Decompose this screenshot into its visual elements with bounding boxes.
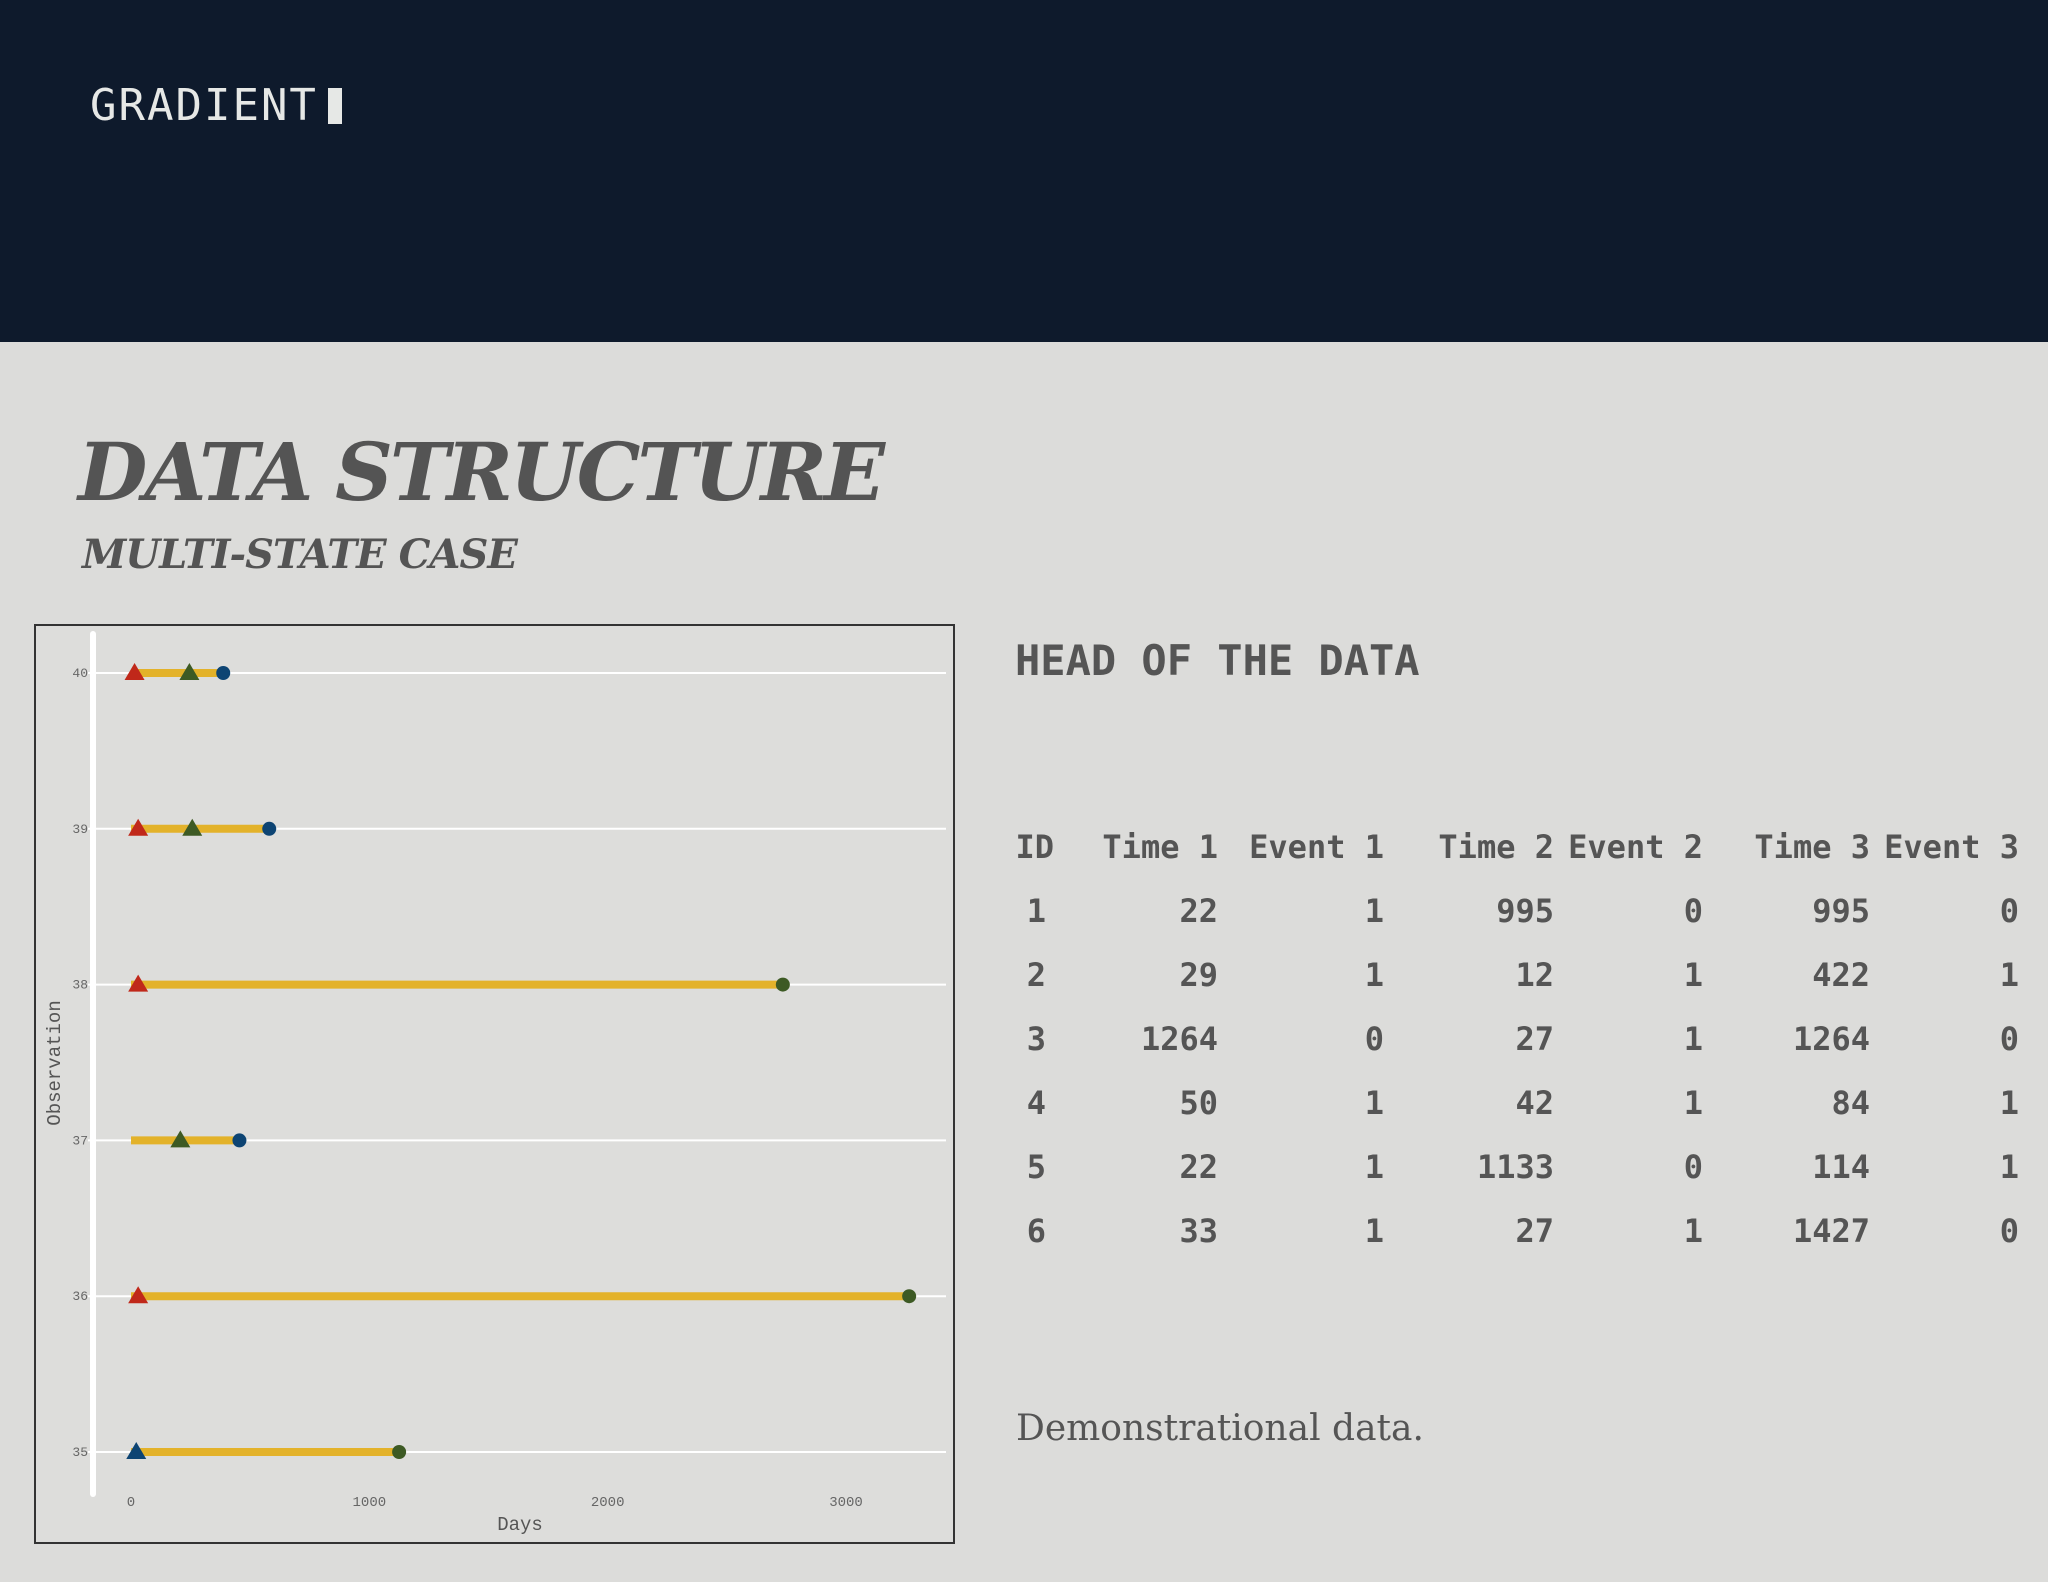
column-header: Time 2 <box>1438 828 1554 866</box>
triangle-marker <box>126 1442 147 1459</box>
triangle-marker <box>128 1286 149 1304</box>
brand-name: GRADIENT <box>90 80 318 131</box>
table-cell: 1 <box>1026 892 1046 930</box>
circle-marker <box>216 666 231 680</box>
table-cell: 1133 <box>1476 1148 1554 1186</box>
triangle-marker <box>179 663 200 680</box>
y-tick-label: 35 <box>72 1445 88 1460</box>
column-header: ID <box>1015 828 1054 866</box>
table-cell: 1264 <box>1792 1020 1870 1058</box>
table-cell: 22 <box>1179 1148 1218 1186</box>
table-cell: 422 <box>1812 956 1870 994</box>
table-cell: 995 <box>1496 892 1554 930</box>
table-cell: 1 <box>1364 956 1384 994</box>
table-cell: 4 <box>1026 1084 1046 1122</box>
table-cell: 1 <box>1364 1084 1384 1122</box>
table-cell: 50 <box>1179 1084 1218 1122</box>
y-tick-label: 40 <box>72 666 88 681</box>
slide-title: DATA STRUCTURE <box>78 425 885 519</box>
circle-marker <box>775 977 790 992</box>
circle-marker <box>902 1289 917 1304</box>
table-cell: 12 <box>1515 956 1554 994</box>
triangle-marker <box>170 1130 191 1148</box>
data-table: ID Time 1 Event 1 Time 2 Event 2 Time 3 Event … <box>0 0 2048 1250</box>
column-header: Event 1 <box>1249 828 1384 866</box>
table-cell: 84 <box>1831 1084 1870 1122</box>
table-cell: 1 <box>1683 1020 1703 1058</box>
table-cell: 114 <box>1812 1148 1870 1186</box>
table-cell: 1 <box>1364 1148 1384 1186</box>
x-tick-label: 2000 <box>591 1495 625 1511</box>
column-header: Event 2 <box>1568 828 1703 866</box>
table-cell: 1 <box>1683 956 1703 994</box>
table-cell: 1264 <box>1140 1020 1218 1058</box>
column-header: Time 3 <box>1754 828 1870 866</box>
table-cell: 1 <box>1999 1084 2019 1122</box>
circle-marker <box>392 1445 407 1459</box>
triangle-marker <box>128 974 149 992</box>
table-cell: 1 <box>1999 956 2019 994</box>
table-cell: 29 <box>1179 956 1218 994</box>
circle-marker <box>232 1133 247 1148</box>
table-cell: 1 <box>1364 1212 1384 1250</box>
table-cell: 1 <box>1683 1084 1703 1122</box>
table-cell: 5 <box>1026 1148 1046 1186</box>
table-cell: 27 <box>1515 1020 1554 1058</box>
x-tick-label: 0 <box>127 1495 135 1511</box>
x-tick-label: 1000 <box>353 1495 387 1511</box>
chart-svg: 35 36 37 38 39 40 0 1000 2000 3000 Days Observation <box>44 631 946 1536</box>
table-cell: 0 <box>1999 892 2019 930</box>
table-cell: 42 <box>1515 1084 1554 1122</box>
y-tick-label: 37 <box>72 1133 88 1148</box>
brand-logo: GRADIENT <box>90 80 342 131</box>
table-cell: 27 <box>1515 1212 1554 1250</box>
circle-marker <box>262 821 277 836</box>
table-cell: 3 <box>1026 1020 1046 1058</box>
triangle-marker <box>182 818 203 836</box>
table-cell: 1 <box>1999 1148 2019 1186</box>
table-cell: 995 <box>1812 892 1870 930</box>
x-tick-label: 3000 <box>829 1495 863 1511</box>
triangle-marker <box>124 663 145 680</box>
table-cell: 22 <box>1179 892 1218 930</box>
slide-subtitle: MULTI-STATE CASE <box>82 531 518 578</box>
footnote: Demonstrational data. <box>1016 1408 1424 1449</box>
table-cell: 6 <box>1026 1212 1046 1250</box>
y-axis-label: Observation <box>44 1000 66 1125</box>
table-cell: 1 <box>1364 892 1384 930</box>
column-header: Time 1 <box>1102 828 1218 866</box>
table-cell: 0 <box>1683 892 1703 930</box>
table-cell: 0 <box>1683 1148 1703 1186</box>
multi-state-chart: 35 36 37 38 39 40 0 1000 2000 3000 Days Observation <box>34 624 955 1544</box>
y-tick-label: 36 <box>72 1289 88 1304</box>
x-axis-label: Days <box>497 1514 543 1536</box>
table-cell: 0 <box>1999 1212 2019 1250</box>
column-header: Event 3 <box>1884 828 2019 866</box>
table-cell: 33 <box>1179 1212 1218 1250</box>
table-cell: 0 <box>1364 1020 1384 1058</box>
table-cell: 2 <box>1026 956 1046 994</box>
table-heading: HEAD OF THE DATA <box>1015 636 1420 685</box>
table-cell: 1 <box>1683 1212 1703 1250</box>
y-tick-label: 39 <box>72 822 88 837</box>
header-bar: GRADIENT <box>0 0 2048 342</box>
table-cell: 0 <box>1999 1020 2019 1058</box>
table-cell: 1427 <box>1792 1212 1870 1250</box>
y-tick-label: 38 <box>72 978 88 993</box>
triangle-marker <box>128 818 149 836</box>
cursor-block-icon <box>327 87 342 124</box>
